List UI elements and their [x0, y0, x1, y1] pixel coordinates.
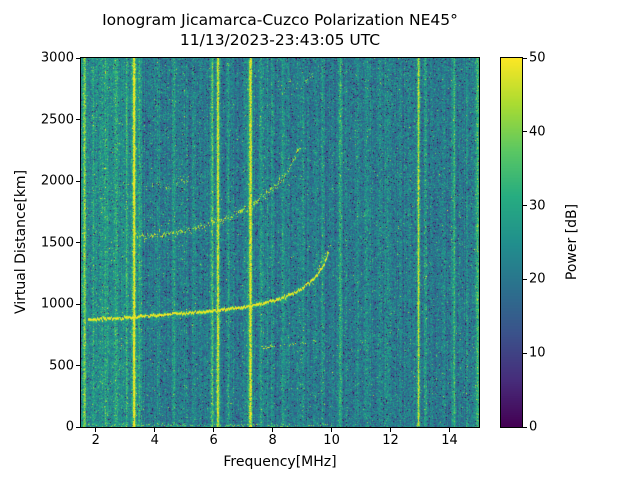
- plot-area: [80, 57, 480, 428]
- colorbar-gradient-canvas: [501, 58, 522, 427]
- colorbar-tick-mark: [523, 57, 527, 59]
- chart-title-line2: 11/13/2023-23:43:05 UTC: [179, 31, 381, 50]
- y-tick-mark: [76, 303, 80, 305]
- colorbar-tick-label: 20: [529, 271, 546, 287]
- y-tick-label: 0: [65, 419, 74, 435]
- chart-title: Ionogram Jicamarca-Cuzco Polarization NE…: [80, 10, 480, 51]
- y-tick-label: 1500: [40, 235, 74, 250]
- x-tick-label: 4: [150, 433, 159, 448]
- y-tick-label: 1000: [40, 296, 74, 312]
- y-tick-label: 2500: [40, 112, 74, 127]
- x-tick-label: 2: [91, 433, 100, 448]
- x-tick-label: 6: [209, 433, 218, 448]
- y-tick-mark: [76, 365, 80, 366]
- x-tick-label: 10: [323, 433, 340, 448]
- heatmap-canvas: [81, 58, 479, 427]
- colorbar-label: Power [dB]: [564, 203, 580, 281]
- colorbar-tick-mark: [523, 205, 527, 207]
- y-tick-mark: [76, 57, 80, 59]
- colorbar-tick-mark: [523, 352, 527, 354]
- x-tick-mark: [449, 428, 451, 432]
- x-tick-label: 14: [441, 433, 458, 448]
- x-tick-mark: [390, 428, 392, 432]
- y-tick-mark: [76, 426, 80, 428]
- x-tick-label: 8: [268, 433, 277, 448]
- y-tick-label: 3000: [40, 50, 74, 66]
- colorbar-tick-label: 30: [529, 198, 546, 214]
- x-tick-label: 12: [382, 433, 399, 448]
- x-tick-mark: [331, 428, 333, 432]
- colorbar-tick-label: 0: [529, 419, 538, 435]
- y-tick-mark: [76, 119, 80, 120]
- x-tick-mark: [154, 428, 156, 432]
- colorbar-tick-mark: [523, 278, 527, 280]
- x-tick-mark: [272, 428, 274, 432]
- chart-title-line1: Ionogram Jicamarca-Cuzco Polarization NE…: [102, 11, 458, 29]
- y-tick-mark: [76, 242, 80, 243]
- colorbar: [500, 57, 523, 428]
- colorbar-tick-label: 40: [529, 124, 546, 140]
- colorbar-tick-mark: [523, 131, 527, 133]
- y-tick-mark: [76, 180, 80, 182]
- colorbar-tick-mark: [523, 426, 527, 428]
- y-tick-label: 500: [49, 358, 74, 373]
- y-axis-label: Virtual Distance[km]: [13, 169, 29, 315]
- colorbar-tick-label: 10: [529, 345, 546, 361]
- x-tick-mark: [213, 428, 215, 432]
- x-tick-mark: [95, 428, 97, 432]
- y-tick-label: 2000: [40, 173, 74, 189]
- x-axis-label: Frequency[MHz]: [223, 454, 337, 470]
- colorbar-tick-label: 50: [529, 50, 546, 66]
